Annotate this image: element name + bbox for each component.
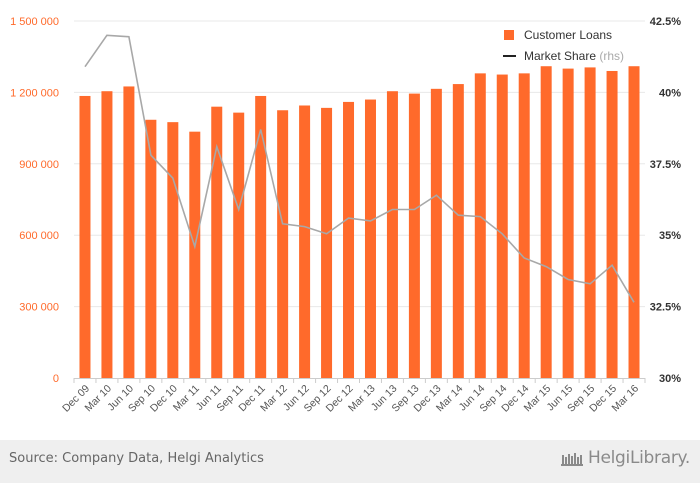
bar-customer-loans: [189, 131, 201, 378]
bar-customer-loans: [364, 99, 376, 378]
y-right-tick-label: 42.5%: [650, 16, 681, 28]
bar-customer-loans: [408, 93, 420, 378]
legend-rhs-suffix: (rhs): [599, 49, 624, 63]
bar-customer-loans: [430, 88, 442, 378]
line-market-share: [84, 34, 635, 303]
bar-customer-loans: [123, 86, 135, 378]
y-right-tick-label: 35%: [659, 230, 681, 242]
library-icon: [560, 449, 584, 467]
legend-label-customer-loans: Customer Loans: [524, 28, 612, 42]
bar-customer-loans: [321, 107, 333, 379]
bar-customer-loans: [167, 122, 179, 379]
y-left-tick-label: 900 000: [19, 159, 59, 171]
y-left-tick-label: 1 500 000: [10, 16, 59, 28]
y-right-tick-label: 30%: [659, 373, 681, 385]
y-right-tick-label: 32.5%: [650, 302, 681, 314]
logo-text: HelgiLibrary.: [587, 448, 690, 468]
y-left-tick-label: 600 000: [19, 230, 59, 242]
bar-customer-loans: [101, 91, 113, 379]
bar-customer-loans: [540, 66, 552, 378]
y-left-tick-label: 0: [53, 373, 59, 385]
bar-customer-loans: [584, 67, 596, 378]
bar-customer-loans: [233, 112, 245, 378]
bar-customer-loans: [79, 95, 91, 378]
bar-customer-loans: [452, 84, 464, 378]
bar-customer-loans: [299, 105, 311, 379]
bar-customer-loans: [496, 74, 508, 379]
bar-customer-loans: [145, 119, 157, 379]
source-text: Source: Company Data, Helgi Analytics: [9, 451, 264, 466]
bar-customer-loans: [606, 70, 618, 378]
bar-customer-loans: [474, 73, 486, 379]
helgi-library-logo[interactable]: HelgiLibrary.: [560, 448, 690, 468]
bar-customer-loans: [277, 110, 289, 378]
bar-customer-loans: [343, 101, 355, 379]
y-left-tick-label: 1 200 000: [10, 87, 59, 99]
bar-customer-loans: [562, 68, 574, 378]
y-left-tick-label: 300 000: [19, 302, 59, 314]
bar-customer-loans: [628, 66, 640, 378]
bar-customer-loans: [211, 106, 223, 379]
bar-customer-loans: [255, 95, 267, 378]
y-right-tick-label: 37.5%: [650, 159, 681, 171]
chart-plot: 0 300 000 600 000 900 000 1 200 000 1 500 000…: [10, 16, 681, 415]
bar-customer-loans: [386, 91, 398, 379]
legend-label-market-share: Market Share (rhs): [524, 49, 624, 63]
legend-swatch-customer-loans: [504, 30, 514, 40]
y-right-tick-label: 40%: [659, 87, 681, 99]
bar-customer-loans: [518, 73, 530, 379]
footer-bar: Source: Company Data, Helgi Analytics He…: [0, 440, 700, 483]
